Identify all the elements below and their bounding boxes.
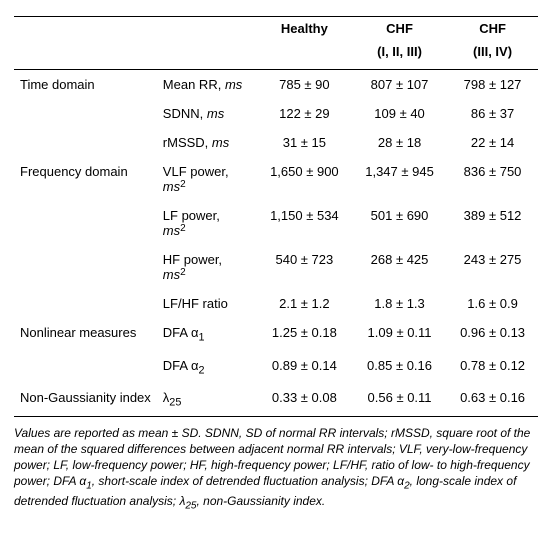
metric-label: DFA α2 xyxy=(157,351,257,384)
metric-label: λ25 xyxy=(157,383,257,416)
value-cell: 785 ± 90 xyxy=(257,70,352,100)
table-row: Frequency domainVLF power,ms21,650 ± 900… xyxy=(14,157,538,201)
value-cell: 1,150 ± 534 xyxy=(257,201,352,245)
value-cell: 798 ± 127 xyxy=(447,70,538,100)
value-cell: 31 ± 15 xyxy=(257,128,352,157)
metric-label: LF/HF ratio xyxy=(157,289,257,318)
value-cell: 0.96 ± 0.13 xyxy=(447,318,538,351)
value-cell: 0.33 ± 0.08 xyxy=(257,383,352,416)
metric-label: Mean RR, ms xyxy=(157,70,257,100)
value-cell: 0.85 ± 0.16 xyxy=(352,351,447,384)
value-cell: 1.6 ± 0.9 xyxy=(447,289,538,318)
group-label xyxy=(14,99,157,128)
table-row: SDNN, ms122 ± 29109 ± 4086 ± 37 xyxy=(14,99,538,128)
value-cell: 268 ± 425 xyxy=(352,245,447,289)
value-cell: 109 ± 40 xyxy=(352,99,447,128)
table-row: rMSSD, ms31 ± 1528 ± 1822 ± 14 xyxy=(14,128,538,157)
table-header: Healthy CHF CHF (I, II, III) (III, IV) xyxy=(14,17,538,70)
header-chf-a-sub: (I, II, III) xyxy=(352,40,447,70)
hrv-measures-table: Healthy CHF CHF (I, II, III) (III, IV) T… xyxy=(14,16,538,417)
value-cell: 22 ± 14 xyxy=(447,128,538,157)
table-row: Nonlinear measuresDFA α11.25 ± 0.181.09 … xyxy=(14,318,538,351)
value-cell: 1,347 ± 945 xyxy=(352,157,447,201)
value-cell: 1.25 ± 0.18 xyxy=(257,318,352,351)
value-cell: 389 ± 512 xyxy=(447,201,538,245)
group-label xyxy=(14,289,157,318)
value-cell: 1.8 ± 1.3 xyxy=(352,289,447,318)
table-footnote: Values are reported as mean ± SD. SDNN, … xyxy=(14,425,538,513)
metric-label: DFA α1 xyxy=(157,318,257,351)
header-chf-a: CHF xyxy=(352,17,447,41)
table-row: LF power,ms21,150 ± 534501 ± 690389 ± 51… xyxy=(14,201,538,245)
value-cell: 2.1 ± 1.2 xyxy=(257,289,352,318)
value-cell: 28 ± 18 xyxy=(352,128,447,157)
header-healthy: Healthy xyxy=(257,17,352,41)
group-label: Frequency domain xyxy=(14,157,157,201)
table-row: Time domainMean RR, ms785 ± 90807 ± 1077… xyxy=(14,70,538,100)
value-cell: 0.63 ± 0.16 xyxy=(447,383,538,416)
table-row: Non-Gaussianity indexλ250.33 ± 0.080.56 … xyxy=(14,383,538,416)
metric-label: VLF power,ms2 xyxy=(157,157,257,201)
value-cell: 0.78 ± 0.12 xyxy=(447,351,538,384)
metric-label: rMSSD, ms xyxy=(157,128,257,157)
group-label xyxy=(14,201,157,245)
value-cell: 86 ± 37 xyxy=(447,99,538,128)
metric-label: SDNN, ms xyxy=(157,99,257,128)
table-body: Time domainMean RR, ms785 ± 90807 ± 1077… xyxy=(14,70,538,417)
table-row: HF power,ms2540 ± 723268 ± 425243 ± 275 xyxy=(14,245,538,289)
metric-label: LF power,ms2 xyxy=(157,201,257,245)
value-cell: 807 ± 107 xyxy=(352,70,447,100)
header-chf-b: CHF xyxy=(447,17,538,41)
value-cell: 540 ± 723 xyxy=(257,245,352,289)
table-row: LF/HF ratio2.1 ± 1.21.8 ± 1.31.6 ± 0.9 xyxy=(14,289,538,318)
group-label xyxy=(14,351,157,384)
value-cell: 0.56 ± 0.11 xyxy=(352,383,447,416)
group-label xyxy=(14,245,157,289)
value-cell: 243 ± 275 xyxy=(447,245,538,289)
value-cell: 1,650 ± 900 xyxy=(257,157,352,201)
group-label xyxy=(14,128,157,157)
group-label: Time domain xyxy=(14,70,157,100)
value-cell: 836 ± 750 xyxy=(447,157,538,201)
group-label: Non-Gaussianity index xyxy=(14,383,157,416)
value-cell: 1.09 ± 0.11 xyxy=(352,318,447,351)
value-cell: 501 ± 690 xyxy=(352,201,447,245)
group-label: Nonlinear measures xyxy=(14,318,157,351)
value-cell: 0.89 ± 0.14 xyxy=(257,351,352,384)
table-row: DFA α20.89 ± 0.140.85 ± 0.160.78 ± 0.12 xyxy=(14,351,538,384)
header-chf-b-sub: (III, IV) xyxy=(447,40,538,70)
metric-label: HF power,ms2 xyxy=(157,245,257,289)
value-cell: 122 ± 29 xyxy=(257,99,352,128)
